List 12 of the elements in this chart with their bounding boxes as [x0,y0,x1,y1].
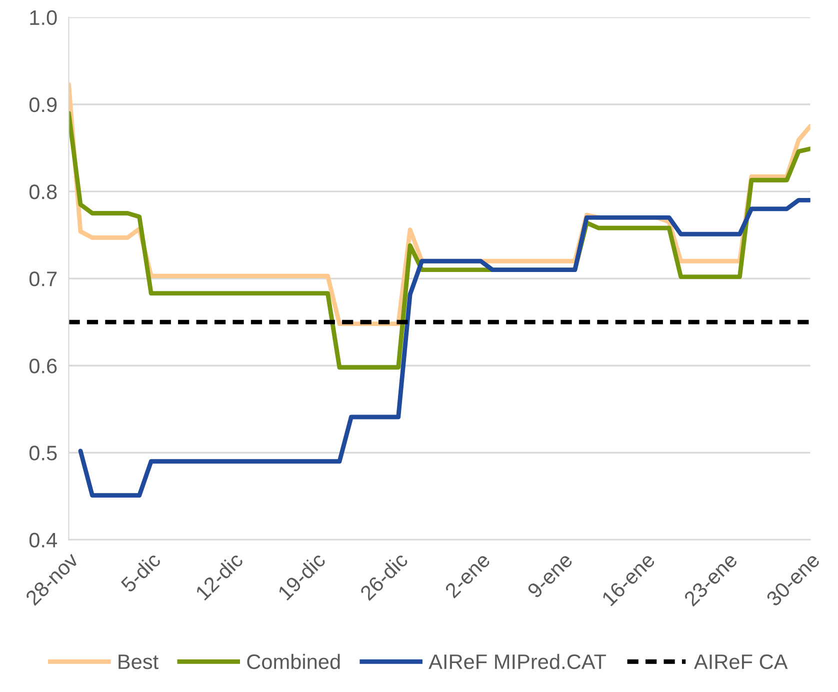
legend-label: AIReF MIPred.CAT [428,654,606,670]
legend-label: Best [118,654,158,670]
y-tick-label: 1.0 [30,10,57,26]
y-tick-label: 0.6 [29,358,57,374]
legend-label: Combined [247,654,340,670]
y-tick-label: 0.9 [29,97,57,112]
line-series [78,198,810,498]
y-tick-label: 0.8 [29,184,57,200]
y-tick-label: 0.5 [29,446,57,460]
y-tick-label: 0.7 [29,272,57,286]
legend-label: AIReF CA [694,654,788,670]
y-tick-label: 0.4 [29,532,57,548]
